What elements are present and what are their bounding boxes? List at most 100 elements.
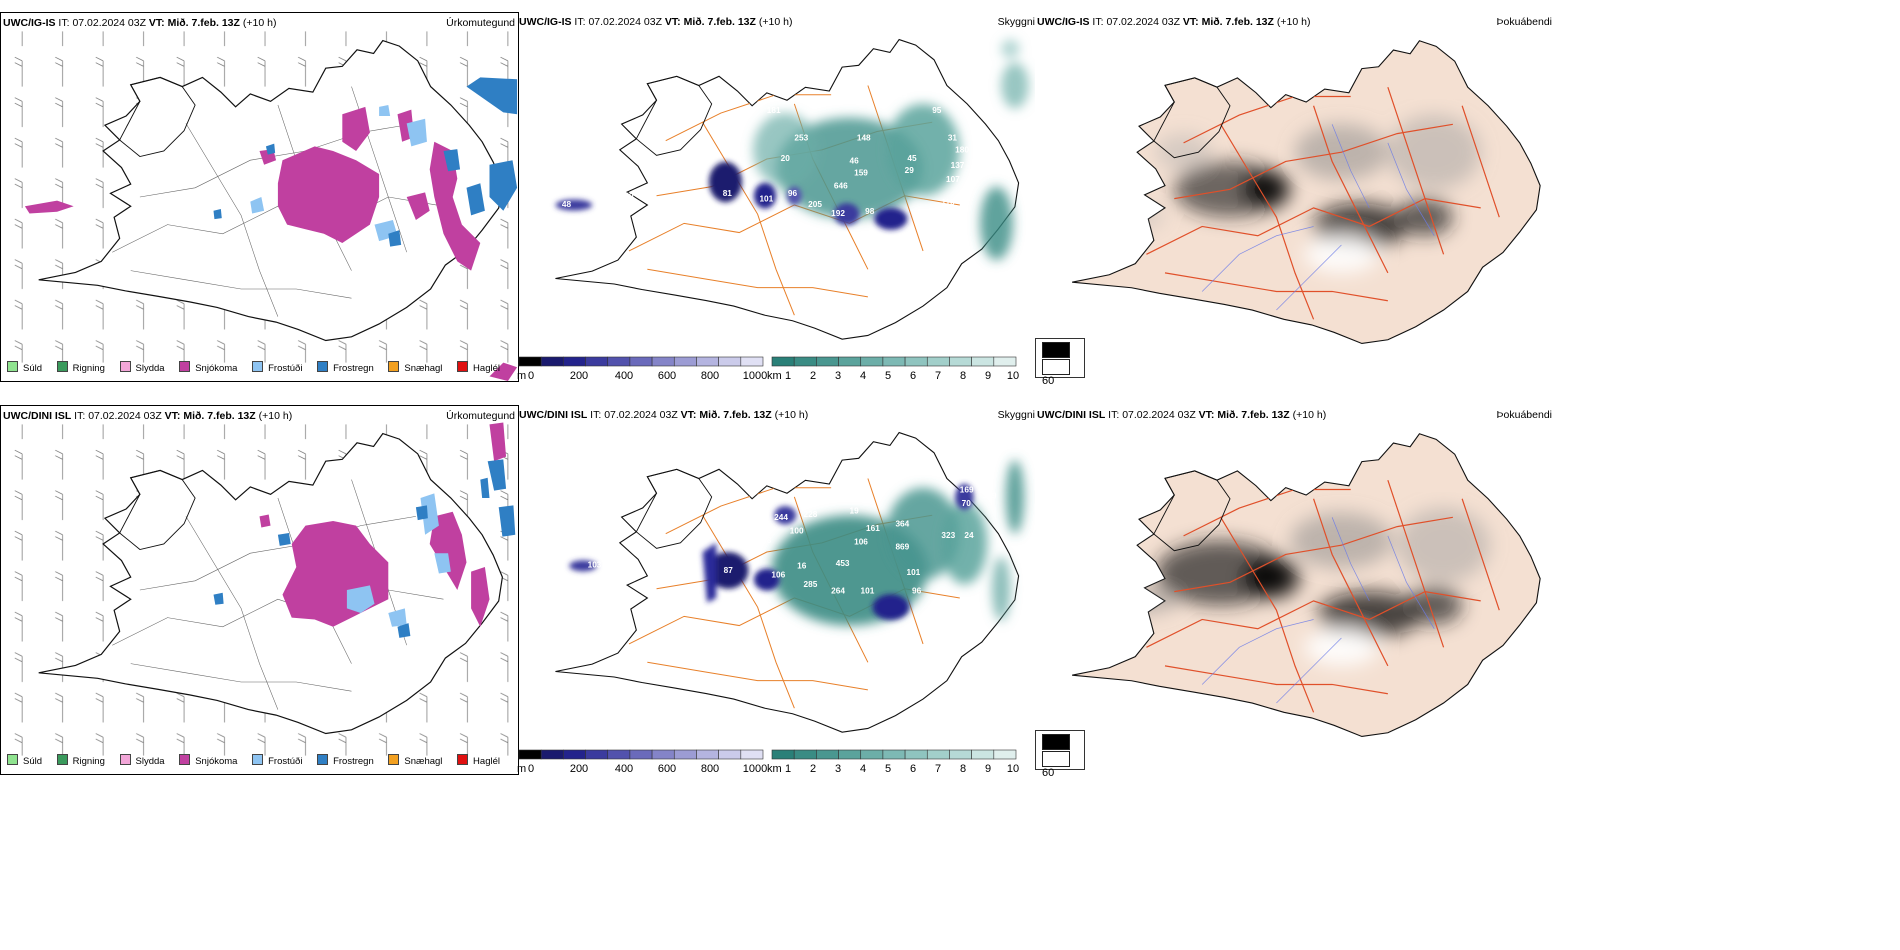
colorbar-tick: 0 <box>527 370 535 380</box>
colorbar-swatch <box>651 749 675 760</box>
cloud-base-shading <box>555 161 908 230</box>
legend-swatch <box>7 754 18 765</box>
colorbar-tick: 9 <box>984 370 992 380</box>
panel-header: UWC/DINI ISL IT: 07.02.2024 03Z VT: Mið.… <box>1037 409 1327 421</box>
legend-swatch <box>119 754 131 765</box>
visibility-label: 45 <box>907 154 917 163</box>
colorbar-swatch <box>563 356 586 367</box>
precip-legend: Súld Rigning Slydda Snjókoma Frostúði Fr… <box>7 754 512 767</box>
legend-swatch <box>457 361 469 372</box>
visibility-labels: 244 228 19 161 364 169 70 399 100 106 86… <box>588 485 997 595</box>
colorbar-swatch <box>949 356 972 367</box>
legend-item: Snæhagl <box>388 754 442 767</box>
legend-item: Snjókoma <box>179 754 237 767</box>
colorbar-swatch <box>585 356 609 367</box>
visibility-label: 869 <box>895 542 909 551</box>
visibility-label: 101 <box>906 568 920 577</box>
legend-swatch <box>56 361 68 372</box>
visibility-label: 120 <box>620 192 634 201</box>
colorbar-swatch <box>540 356 564 367</box>
visibility-panel-row1: UWC/IG-IS IT: 07.02.2024 03Z VT: Mið. 7.… <box>517 12 1035 380</box>
colorbar-swatch <box>793 749 817 760</box>
panel-header: UWC/DINI ISL IT: 07.02.2024 03Z VT: Mið.… <box>519 409 809 421</box>
precip-map <box>1 422 518 756</box>
colorbar-swatch <box>718 356 742 367</box>
legend-swatch <box>317 361 329 372</box>
colorbar-tick: 800 <box>700 370 720 380</box>
visibility-colorbar-swatches <box>771 356 1017 367</box>
visibility-label: 106 <box>771 571 785 580</box>
legend-item: Rigning <box>56 361 105 374</box>
legend-item: Snæhagl <box>388 361 442 374</box>
visibility-label: 81 <box>723 189 733 198</box>
colorbar-tick: 1 <box>784 763 792 773</box>
colorbar-swatch <box>904 356 928 367</box>
colorbar-swatch <box>718 749 742 760</box>
visibility-labels: 181 253 439 95 148 31 180 77 20 46 45 29… <box>562 90 985 218</box>
precip-legend: Súld Rigning Slydda Snjókoma Frostúði Fr… <box>7 361 512 374</box>
visibility-panel-row2: UWC/DINI ISL IT: 07.02.2024 03Z VT: Mið.… <box>517 405 1035 773</box>
fog-map <box>1071 433 1541 738</box>
visibility-label: 205 <box>808 200 822 209</box>
freezing-drizzle-areas <box>250 105 427 242</box>
colorbar-tick: 5 <box>884 763 892 773</box>
colorbar-swatch <box>607 356 631 367</box>
legend-item: Haglél <box>457 754 500 767</box>
colorbar-tick: 10 <box>1006 370 1020 380</box>
visibility-label: 29 <box>905 166 915 175</box>
legend-item: Frostregn <box>317 754 374 767</box>
colorbar-unit: km <box>767 370 782 380</box>
visibility-label: 244 <box>774 513 788 522</box>
colorbar-tick: 6 <box>909 370 917 380</box>
fog-legend-row1: 0 60 <box>1035 338 1085 387</box>
visibility-label: 77 <box>914 209 924 218</box>
legend-item: Slydda <box>119 361 165 374</box>
freezing-rain-areas <box>213 459 516 638</box>
panel-header: UWC/DINI ISL IT: 07.02.2024 03Z VT: Mið.… <box>3 410 293 422</box>
colorbar-tick: 200 <box>569 763 589 773</box>
colorbar-tick: 200 <box>569 370 589 380</box>
visibility-label: 137 <box>951 161 965 170</box>
colorbar-tick: 1 <box>784 370 792 380</box>
visibility-label: 161 <box>866 524 880 533</box>
visibility-shading <box>753 39 1029 261</box>
fog-panel-row2: UWC/DINI ISL IT: 07.02.2024 03Z VT: Mið.… <box>1035 405 1555 773</box>
visibility-label: 24 <box>964 531 974 540</box>
snow-areas <box>24 106 518 381</box>
colorbar-tick: 7 <box>934 763 942 773</box>
legend-swatch <box>388 754 400 765</box>
colorbar-swatch <box>838 749 862 760</box>
legend-item: Snjókoma <box>179 361 237 374</box>
visibility-label: 439 <box>894 90 908 99</box>
visibility-label: 110 <box>941 198 955 207</box>
visibility-label: 87 <box>724 566 734 575</box>
panel-title: Skyggni <box>997 409 1035 421</box>
colorbar-tick: 2 <box>809 370 817 380</box>
colorbar-swatch <box>904 749 928 760</box>
visibility-label: 70 <box>962 499 972 508</box>
colorbar-swatch <box>816 356 839 367</box>
colorbar-tick: 3 <box>834 763 842 773</box>
visibility-colorbar-swatches <box>771 749 1017 760</box>
legend-swatch <box>179 754 191 765</box>
colorbar-swatch <box>540 749 564 760</box>
colorbar-tick: 400 <box>614 763 634 773</box>
cloud-base-shading <box>569 484 974 621</box>
colorbar-tick: 8 <box>959 370 967 380</box>
colorbar-swatch <box>518 749 542 760</box>
visibility-label: 192 <box>831 209 845 218</box>
colorbar-swatch <box>673 749 697 760</box>
legend-swatch <box>388 361 400 372</box>
colorbar-swatch <box>740 356 764 367</box>
fog-legend-swatch <box>1042 359 1070 375</box>
colorbar-swatch <box>926 749 950 760</box>
colorbar-swatch <box>882 356 906 367</box>
cloud-base-colorbar: m 0 200 400 600 800 1000 <box>517 356 767 380</box>
precip-panel-row1: UWC/IG-IS IT: 07.02.2024 03Z VT: Mið. 7.… <box>0 12 519 382</box>
visibility-label: 46 <box>850 157 860 166</box>
precip-panel-row2: UWC/DINI ISL IT: 07.02.2024 03Z VT: Mið.… <box>0 405 519 775</box>
visibility-label: 31 <box>948 134 958 143</box>
colorbar-tick: 5 <box>884 370 892 380</box>
visibility-label: 100 <box>790 527 804 536</box>
visibility-label: 18 <box>762 536 772 545</box>
